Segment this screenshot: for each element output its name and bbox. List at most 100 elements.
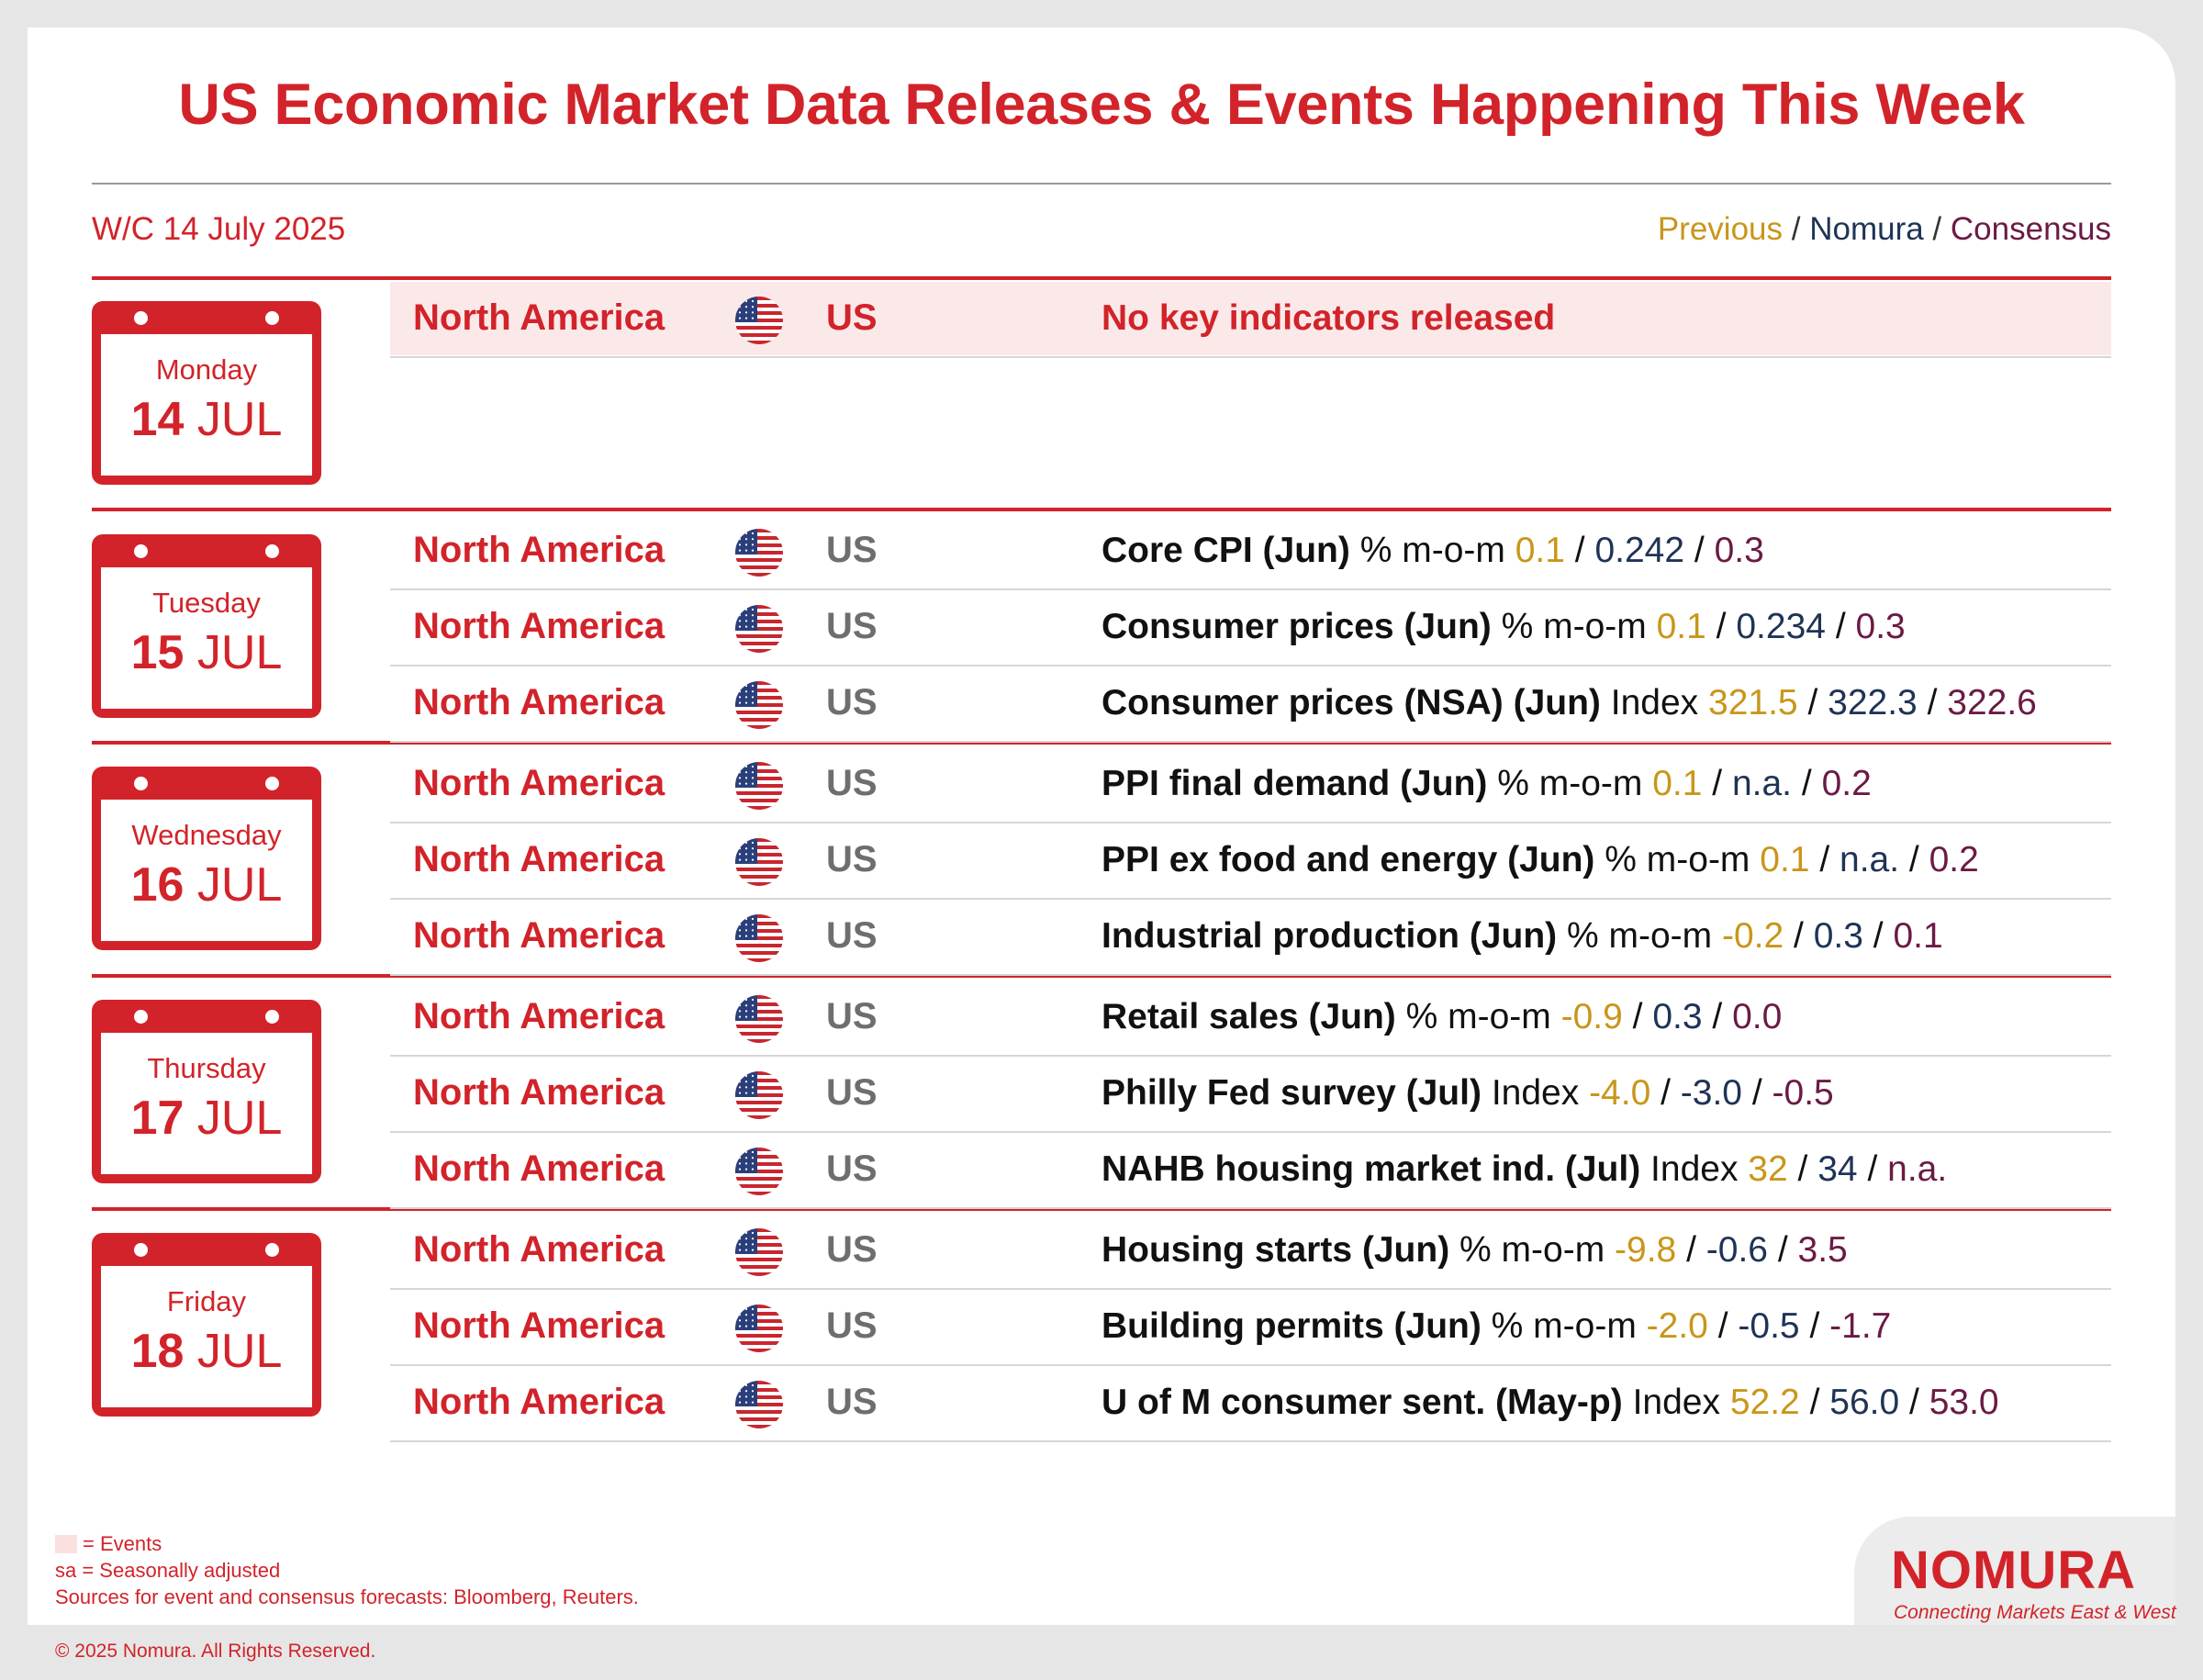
table-row: North America US Consumer prices (NSA) (Ju… bbox=[0, 665, 2203, 741]
nomura-value: 0.3 bbox=[1652, 997, 1703, 1036]
indicator-cell: PPI ex food and energy (Jun) % m-o-m 0.1… bbox=[1102, 822, 1979, 898]
calendar-tuesday: Tuesday 15 JUL bbox=[92, 534, 321, 718]
nomura-value: 56.0 bbox=[1829, 1383, 1900, 1422]
country-cell: US bbox=[826, 1305, 878, 1346]
table-row: North America US Retail sales (Jun) % m-o-… bbox=[0, 979, 2203, 1055]
value-separator: / bbox=[1927, 683, 1938, 722]
table-row: North America US NAHB housing market ind. … bbox=[0, 1131, 2203, 1207]
us-flag-icon bbox=[735, 914, 783, 962]
sources-note: Sources for event and consensus forecast… bbox=[55, 1585, 639, 1608]
row-separator bbox=[390, 1207, 2111, 1209]
footnotes: = Events sa = Seasonally adjusted Source… bbox=[55, 1530, 639, 1610]
indicator-cell: NAHB housing market ind. (Jul) Index 32 … bbox=[1102, 1131, 1947, 1207]
nomura-logo: NOMURA bbox=[1891, 1540, 2136, 1600]
row-separator bbox=[390, 898, 2111, 900]
calendar-month: JUL bbox=[196, 1325, 283, 1378]
region-cell: North America bbox=[413, 839, 665, 879]
value-separator: / bbox=[1712, 997, 1723, 1036]
table-row: North America US Philly Fed survey (Jul) I… bbox=[0, 1055, 2203, 1131]
indicator-cell: Retail sales (Jun) % m-o-m -0.9 / 0.3 / … bbox=[1102, 979, 1782, 1055]
indicator-name: PPI final demand (Jun) bbox=[1102, 764, 1488, 803]
calendar-weekday: Friday bbox=[166, 1285, 247, 1317]
row-separator bbox=[390, 1131, 2111, 1133]
indicator-name: Building permits (Jun) bbox=[1102, 1306, 1482, 1346]
calendar-ring bbox=[265, 1243, 279, 1257]
indicator-unit: % m-o-m bbox=[1497, 764, 1643, 803]
indicator-name: Philly Fed survey (Jul) bbox=[1102, 1073, 1482, 1113]
value-separator: / bbox=[1835, 607, 1846, 646]
value-separator: / bbox=[1908, 840, 1919, 879]
calendar-page: Thursday 17 JUL bbox=[101, 1033, 312, 1174]
value-separator: / bbox=[1712, 764, 1723, 803]
region-cell: North America bbox=[413, 915, 665, 956]
calendar-ring bbox=[265, 777, 279, 790]
indicator-cell: Core CPI (Jun) % m-o-m 0.1 / 0.242 / 0.3 bbox=[1102, 512, 1764, 588]
consensus-value: 0.2 bbox=[1929, 840, 1979, 879]
row-separator bbox=[390, 974, 2111, 976]
nomura-value: 0.3 bbox=[1813, 916, 1863, 956]
indicator-unit: % m-o-m bbox=[1405, 997, 1551, 1036]
country-cell: US bbox=[826, 530, 878, 570]
nomura-value: 34 bbox=[1817, 1149, 1858, 1189]
table-row: North America US No key indicators release… bbox=[0, 280, 2203, 356]
region-cell: North America bbox=[413, 1229, 665, 1270]
indicator-unit: % m-o-m bbox=[1605, 840, 1750, 879]
row-separator bbox=[390, 1440, 2111, 1442]
country-cell: US bbox=[826, 297, 878, 338]
consensus-value: 53.0 bbox=[1929, 1383, 1999, 1422]
calendar-day-number: 14 bbox=[130, 393, 185, 446]
calendar-ring bbox=[265, 311, 279, 325]
indicator-unit: % m-o-m bbox=[1491, 1306, 1637, 1346]
region-cell: North America bbox=[413, 1305, 665, 1346]
calendar-page: Wednesday 16 JUL bbox=[101, 800, 312, 941]
indicator-unit: % m-o-m bbox=[1566, 916, 1713, 956]
us-flag-icon bbox=[735, 1228, 783, 1276]
value-separator: / bbox=[1777, 1230, 1788, 1270]
indicator-name: Retail sales (Jun) bbox=[1102, 997, 1396, 1036]
us-flag-icon bbox=[735, 605, 783, 653]
country-cell: US bbox=[826, 682, 878, 722]
us-flag-icon bbox=[735, 1381, 783, 1428]
calendar-ring bbox=[265, 544, 279, 558]
us-flag-icon bbox=[735, 297, 783, 344]
table-row: North America US PPI final demand (Jun) % … bbox=[0, 745, 2203, 822]
calendar-weekday: Monday bbox=[155, 353, 258, 386]
calendar-month: JUL bbox=[196, 393, 283, 446]
consensus-value: -1.7 bbox=[1829, 1306, 1892, 1346]
consensus-value: 0.0 bbox=[1732, 997, 1783, 1036]
day-separator bbox=[92, 508, 2111, 511]
calendar-date: 18 JUL bbox=[101, 1324, 312, 1379]
nomura-value: 322.3 bbox=[1828, 683, 1918, 722]
nomura-value: -0.5 bbox=[1738, 1306, 1800, 1346]
day-separator bbox=[92, 974, 2111, 978]
value-separator: / bbox=[1794, 916, 1804, 956]
calendar-page: Tuesday 15 JUL bbox=[101, 567, 312, 709]
calendar-date: 15 JUL bbox=[101, 625, 312, 680]
previous-value: 0.1 bbox=[1760, 840, 1810, 879]
calendar-month: JUL bbox=[196, 858, 283, 912]
value-separator: / bbox=[1694, 531, 1705, 570]
calendar-day-number: 16 bbox=[130, 858, 185, 912]
indicator-unit: Index bbox=[1491, 1073, 1580, 1113]
country-cell: US bbox=[826, 839, 878, 879]
table-row: North America US Housing starts (Jun) % m-… bbox=[0, 1212, 2203, 1288]
week-label: W/C 14 July 2025 bbox=[92, 211, 346, 247]
indicator-name: Consumer prices (NSA) (Jun) bbox=[1102, 683, 1601, 722]
row-separator bbox=[390, 822, 2111, 823]
country-cell: US bbox=[826, 915, 878, 956]
calendar-date: 17 JUL bbox=[101, 1091, 312, 1146]
value-separator: / bbox=[1717, 1306, 1728, 1346]
us-flag-icon bbox=[735, 1148, 783, 1195]
us-flag-icon bbox=[735, 529, 783, 577]
value-separator: / bbox=[1751, 1073, 1762, 1113]
previous-value: 0.1 bbox=[1515, 531, 1565, 570]
table-row: North America US Core CPI (Jun) % m-o-m 0.… bbox=[0, 512, 2203, 588]
table-row: North America US Consumer prices (Jun) % m… bbox=[0, 588, 2203, 665]
indicator-name: Industrial production (Jun) bbox=[1102, 916, 1558, 956]
previous-value: -2.0 bbox=[1646, 1306, 1708, 1346]
calendar-weekday: Thursday bbox=[147, 1052, 266, 1084]
indicator-cell: Housing starts (Jun) % m-o-m -9.8 / -0.6… bbox=[1102, 1212, 1848, 1288]
consensus-value: 0.1 bbox=[1893, 916, 1943, 956]
previous-value: -0.9 bbox=[1560, 997, 1623, 1036]
calendar-date: 14 JUL bbox=[101, 392, 312, 447]
